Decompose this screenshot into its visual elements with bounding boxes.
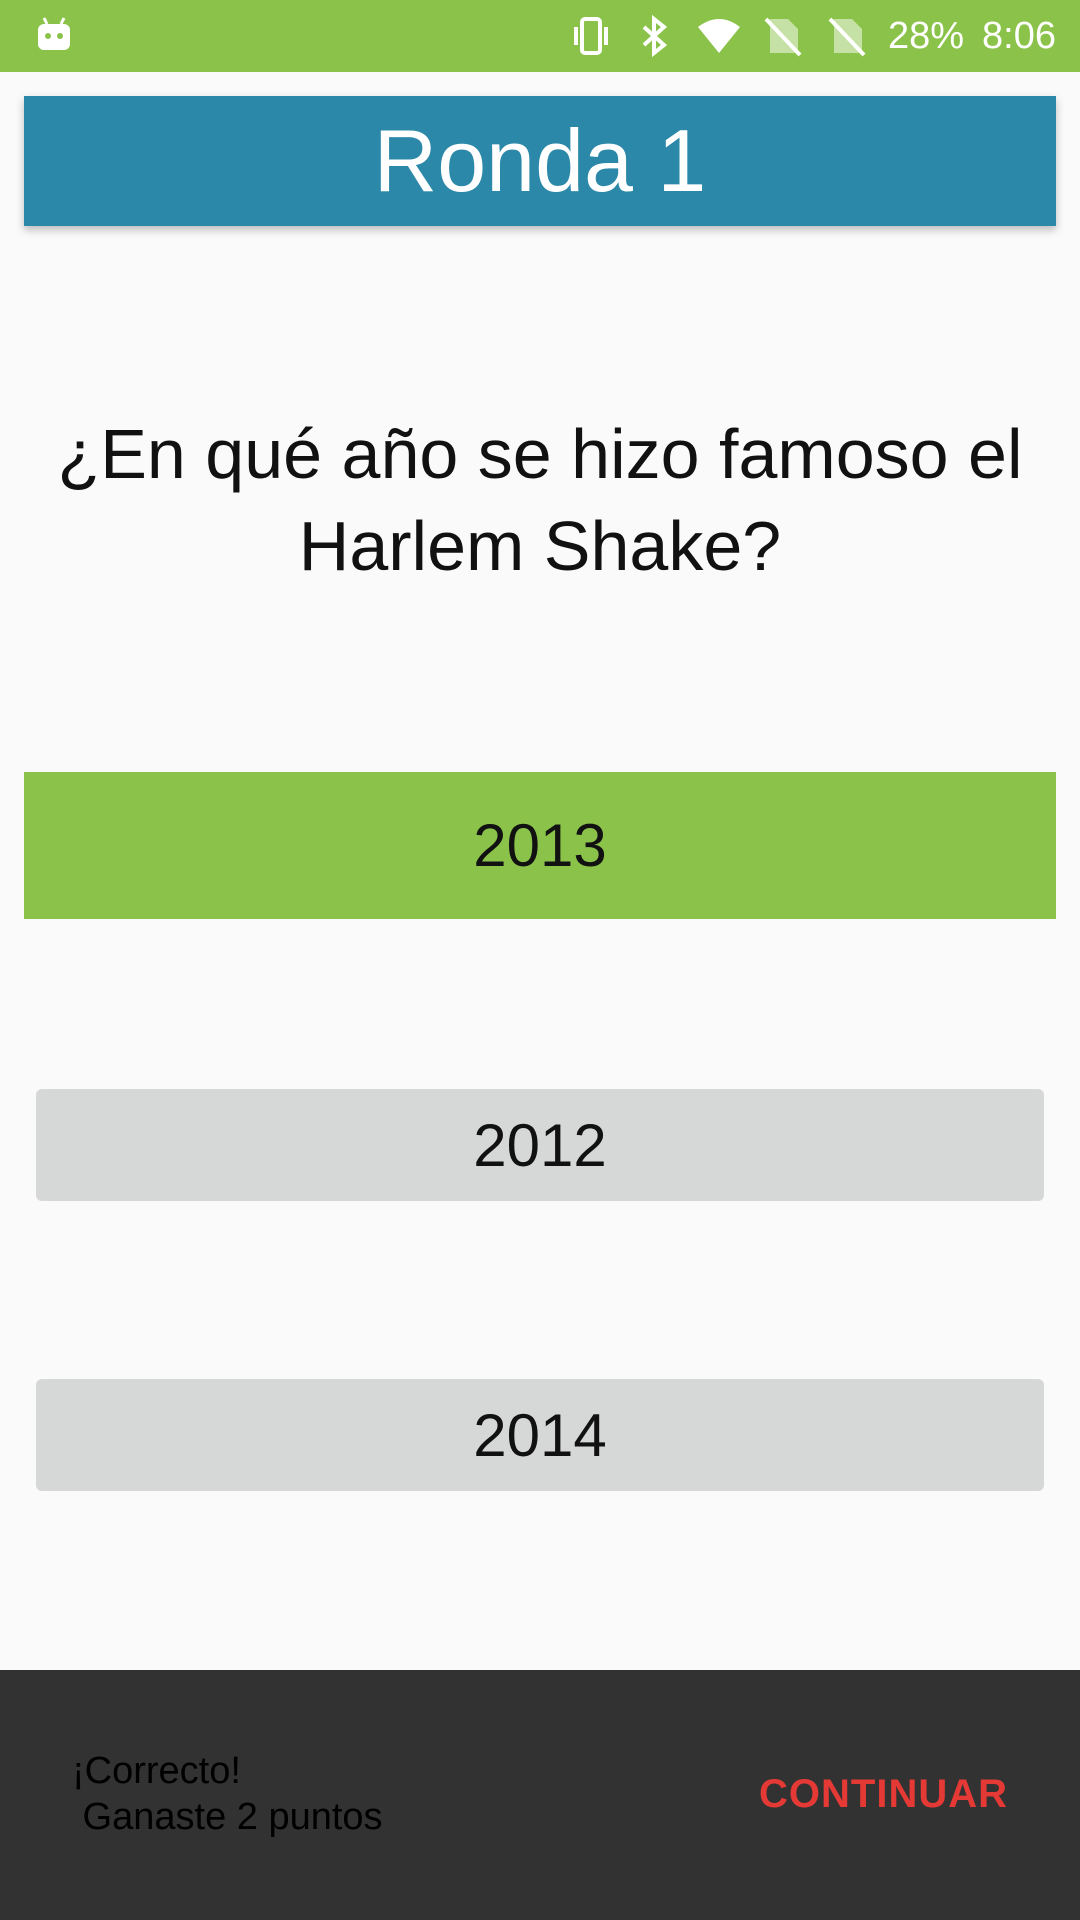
answer-label: 2013: [473, 812, 607, 879]
clock: 8:06: [982, 14, 1056, 57]
snackbar: [0, 1670, 1080, 1920]
answer-button-2012[interactable]: 2012: [36, 1089, 1044, 1201]
round-header: Ronda 1: [24, 96, 1056, 226]
continue-button[interactable]: CONTINUAR: [759, 1772, 1008, 1816]
answer-label: 2014: [473, 1401, 607, 1469]
no-sim-icon: [824, 13, 870, 59]
answer-button-2013[interactable]: 2013: [24, 772, 1056, 919]
no-sim-icon: [760, 13, 806, 59]
wifi-icon: [696, 13, 742, 59]
battery-percent: 28%: [887, 14, 965, 57]
answer-button-2014[interactable]: 2014: [36, 1379, 1044, 1491]
bluetooth-icon: [632, 13, 678, 59]
vibrate-icon: [568, 13, 614, 59]
snackbar-message: ¡Correcto! Ganaste 2 puntos: [72, 1750, 383, 1838]
answer-label: 2012: [473, 1111, 607, 1179]
android-icon: [34, 14, 74, 54]
question-text: ¿En qué año se hizo famoso el Harlem Sha…: [57, 415, 1023, 585]
round-title: Ronda 1: [373, 111, 707, 210]
status-bar: 28% 8:06: [0, 0, 1080, 72]
